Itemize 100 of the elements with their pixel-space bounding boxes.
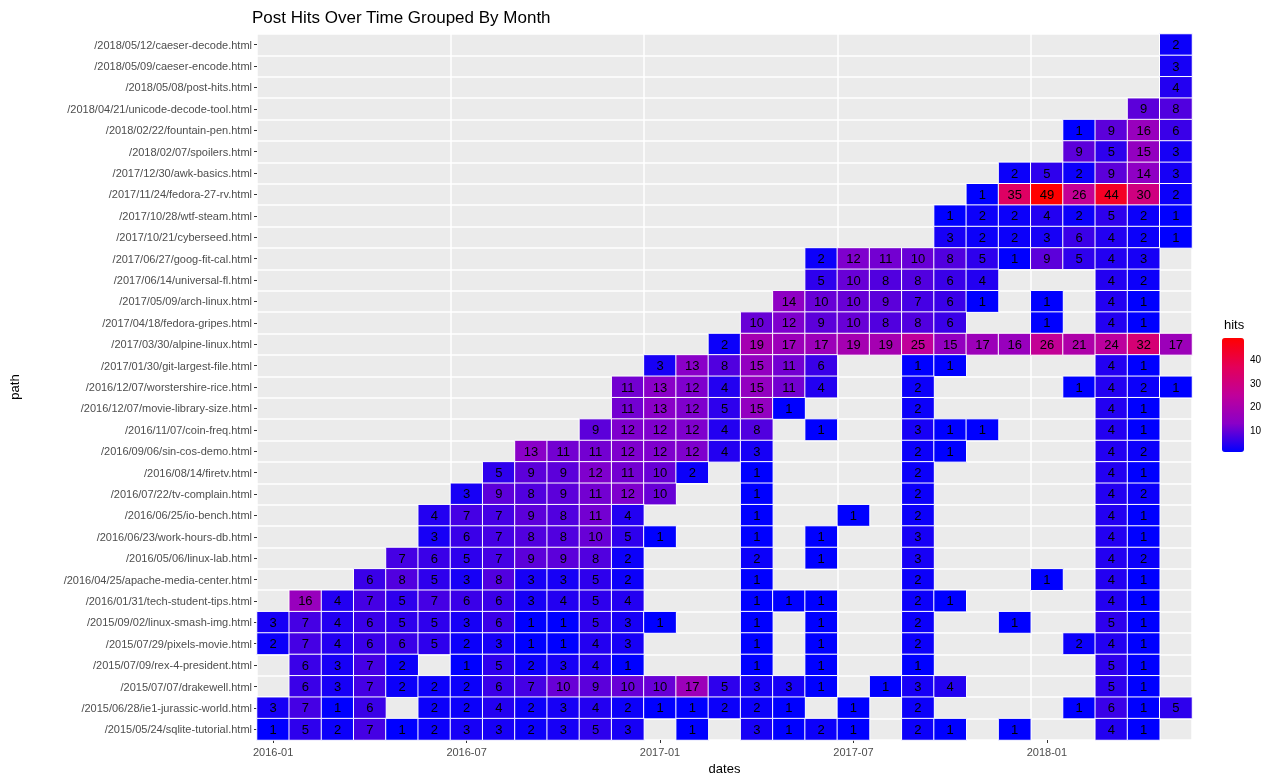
data-label: 21 <box>1071 336 1087 352</box>
data-label: 12 <box>652 443 668 459</box>
data-label: 9 <box>527 465 535 481</box>
data-label: 12 <box>685 422 700 438</box>
data-label: 7 <box>366 593 374 609</box>
data-label: 2 <box>914 700 922 716</box>
data-label: 1 <box>817 550 825 566</box>
data-label: 5 <box>398 593 406 609</box>
data-label: 1 <box>1140 529 1148 545</box>
data-label: 32 <box>1136 336 1151 352</box>
data-label: 6 <box>1107 700 1116 716</box>
data-label: 3 <box>785 679 793 695</box>
data-label: 2 <box>1140 550 1148 566</box>
data-label: 1 <box>1140 657 1148 673</box>
data-label: 14 <box>781 293 797 309</box>
y-tick-label: /2016/09/06/sin-cos-demo.html <box>100 445 252 458</box>
data-label: 1 <box>753 657 761 673</box>
data-label: 4 <box>559 593 567 609</box>
y-tick-label: /2016/11/07/coin-freq.html <box>125 423 252 436</box>
data-label: 8 <box>1172 101 1180 117</box>
y-tick-label: /2016/06/25/io-bench.html <box>124 509 252 522</box>
data-label: 15 <box>749 358 764 374</box>
data-label: 35 <box>1007 186 1022 202</box>
data-label: 9 <box>559 550 567 566</box>
data-label: 5 <box>978 251 987 267</box>
data-label: 4 <box>1107 572 1116 588</box>
data-label: 2 <box>462 679 471 695</box>
data-label: 4 <box>1107 293 1116 309</box>
data-label: 7 <box>462 507 471 523</box>
data-label: 4 <box>430 507 438 523</box>
data-label: 2 <box>624 700 632 716</box>
data-label: 10 <box>652 679 668 695</box>
data-label: 1 <box>978 293 987 309</box>
data-label: 1 <box>946 443 954 459</box>
data-label: 26 <box>1071 186 1087 202</box>
data-label: 11 <box>782 379 796 395</box>
data-label: 6 <box>946 315 954 331</box>
data-label: 2 <box>430 721 438 737</box>
data-label: 1 <box>785 400 793 416</box>
data-label: 8 <box>882 315 890 331</box>
data-label: 11 <box>556 443 571 459</box>
data-label: 10 <box>846 272 861 288</box>
data-label: 9 <box>882 293 890 309</box>
data-label: 4 <box>1107 529 1116 545</box>
y-tick-label: /2017/10/28/wtf-steam.html <box>119 209 252 222</box>
data-label: 1 <box>624 657 632 673</box>
data-label: 2 <box>398 657 406 673</box>
data-label: 1 <box>1075 122 1083 138</box>
data-label: 26 <box>1039 336 1055 352</box>
data-label: 1 <box>753 465 761 481</box>
data-label: 4 <box>720 443 729 459</box>
data-label: 7 <box>398 550 406 566</box>
data-label: 4 <box>946 679 954 695</box>
data-label: 15 <box>749 379 764 395</box>
data-label: 9 <box>591 679 600 695</box>
y-tick-label: /2018/02/22/fountain-pen.html <box>105 124 252 137</box>
data-label: 15 <box>942 336 958 352</box>
data-label: 2 <box>1172 37 1180 53</box>
data-label: 3 <box>559 721 567 737</box>
data-label: 2 <box>753 550 761 566</box>
data-label: 8 <box>914 315 922 331</box>
data-label: 3 <box>527 572 535 588</box>
data-label: 5 <box>591 614 600 630</box>
data-label: 4 <box>1107 315 1116 331</box>
data-label: 4 <box>333 593 342 609</box>
data-label: 11 <box>588 443 603 459</box>
data-label: 7 <box>495 550 503 566</box>
data-label: 7 <box>301 636 309 652</box>
data-label: 4 <box>1107 358 1116 374</box>
data-label: 10 <box>813 293 829 309</box>
data-label: 10 <box>588 529 603 545</box>
y-tick-label: /2016/07/22/tv-complain.html <box>110 487 252 500</box>
data-label: 1 <box>1140 572 1148 588</box>
legend-title: hits <box>1224 317 1245 332</box>
data-label: 4 <box>591 636 600 652</box>
data-label: 8 <box>527 486 535 502</box>
data-label: 12 <box>620 443 636 459</box>
data-label: 1 <box>1140 679 1148 695</box>
data-label: 2 <box>1172 186 1180 202</box>
data-label: 1 <box>817 529 825 545</box>
data-label: 2 <box>398 679 406 695</box>
y-tick-label: /2017/01/30/git-largest-file.html <box>100 359 252 372</box>
data-label: 1 <box>914 358 922 374</box>
data-label: 5 <box>720 400 729 416</box>
data-label: 10 <box>910 251 926 267</box>
data-label: 4 <box>591 700 600 716</box>
data-label: 12 <box>685 379 700 395</box>
data-label: 4 <box>1107 721 1116 737</box>
data-label: 2 <box>1075 165 1083 181</box>
y-tick-label: /2016/05/06/linux-lab.html <box>126 552 252 565</box>
data-label: 9 <box>527 507 535 523</box>
color-bar-label: 20 <box>1250 401 1262 413</box>
data-label: 4 <box>1107 443 1116 459</box>
data-label: 2 <box>914 636 922 652</box>
data-label: 2 <box>1140 272 1148 288</box>
data-label: 3 <box>914 550 922 566</box>
data-label: 2 <box>527 700 535 716</box>
data-label: 10 <box>846 293 861 309</box>
data-label: 16 <box>1007 336 1022 352</box>
data-label: 7 <box>366 657 374 673</box>
